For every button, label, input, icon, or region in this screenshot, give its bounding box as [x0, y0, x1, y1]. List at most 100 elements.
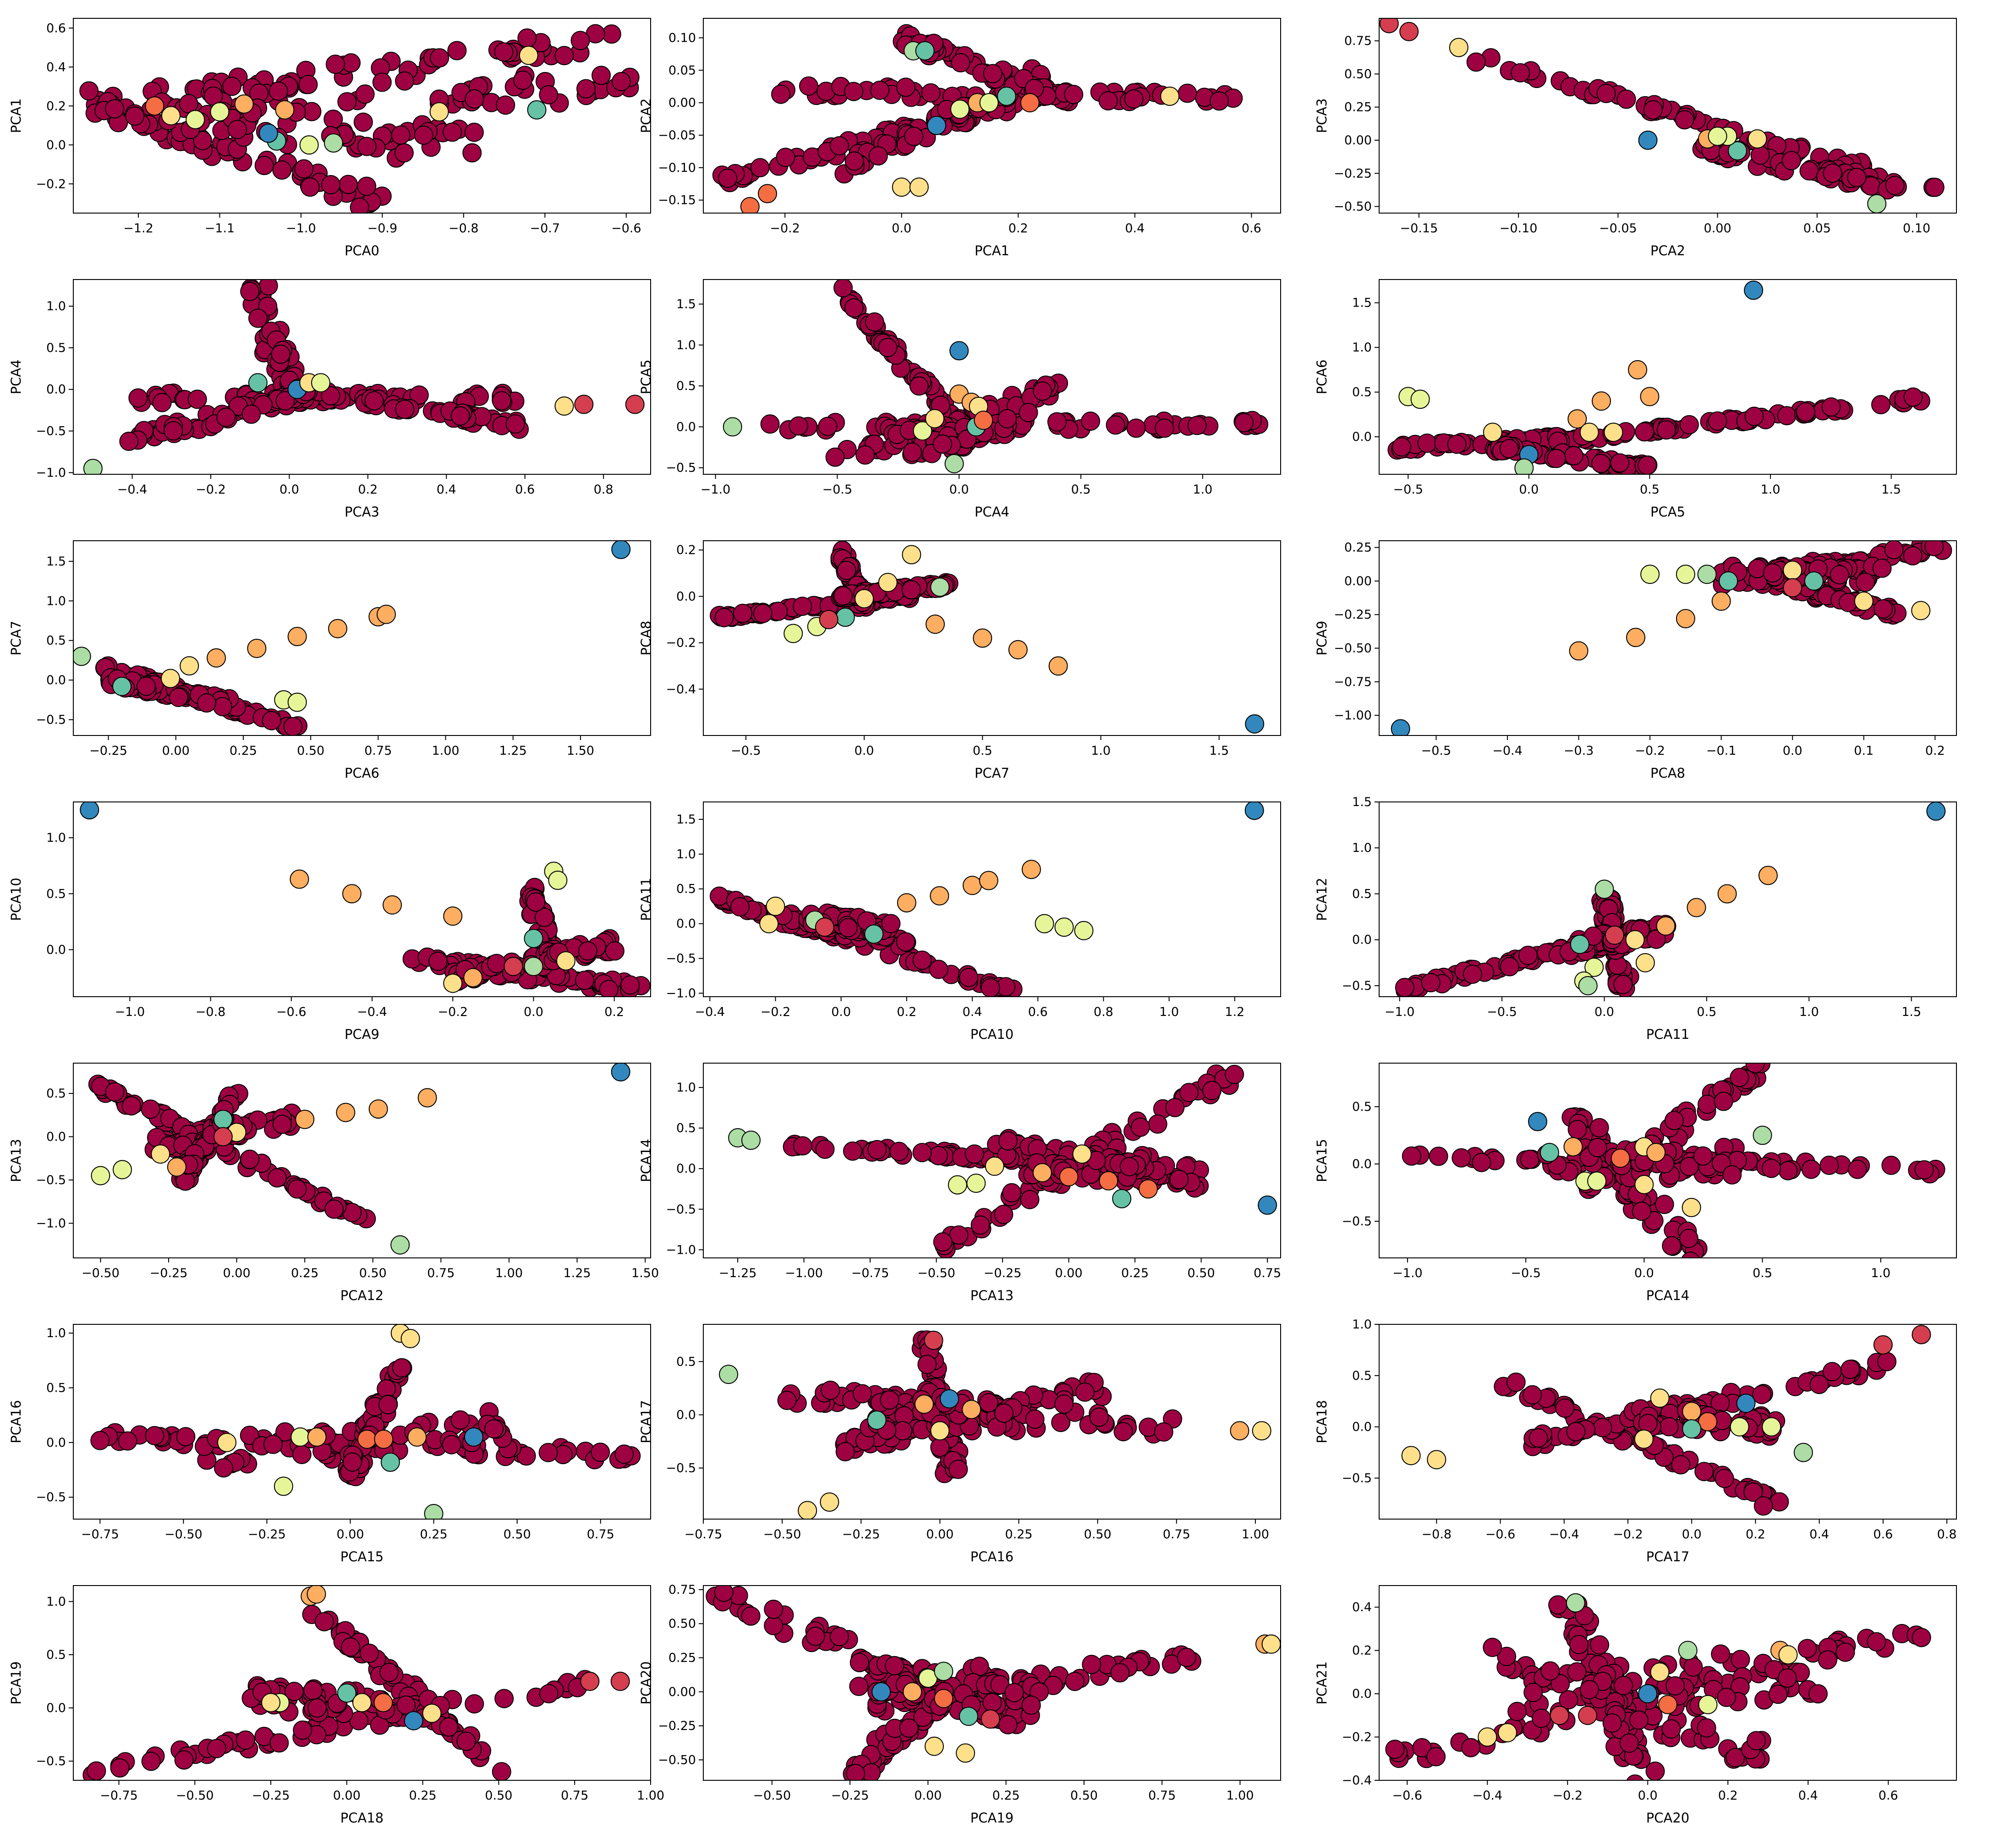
data-point — [169, 687, 188, 707]
data-point — [1589, 1118, 1609, 1137]
data-point — [1065, 1672, 1085, 1691]
data-point — [1020, 1190, 1040, 1209]
y-tick-label: 1.0 — [46, 1595, 66, 1609]
data-point — [793, 1136, 812, 1156]
data-point — [236, 1730, 255, 1750]
y-tick-label: 0.00 — [668, 1685, 696, 1699]
data-point — [152, 393, 172, 412]
data-point — [1569, 641, 1589, 661]
data-point — [262, 711, 281, 730]
data-point — [959, 967, 979, 987]
x-tick-label: −1.0 — [286, 221, 316, 236]
data-point — [1675, 110, 1694, 130]
y-axis-label: PCA6 — [1314, 359, 1330, 394]
data-point — [959, 1707, 978, 1726]
x-tick-label: 0.50 — [485, 1789, 512, 1803]
plot-frame — [73, 18, 651, 214]
data-point — [880, 1390, 899, 1410]
subplot-12: −0.50 −0.25 0.00 0.25 0.50 0.75 1.00 1.25 1.50 −1… — [8, 1063, 659, 1303]
data-point — [929, 960, 948, 979]
data-point — [1638, 1684, 1658, 1704]
data-point — [730, 897, 750, 916]
data-point — [1650, 1662, 1670, 1682]
data-point — [112, 1160, 132, 1180]
data-point — [538, 1443, 558, 1462]
data-point — [1401, 1446, 1421, 1465]
data-point — [1619, 1733, 1639, 1753]
data-point — [524, 957, 543, 977]
x-tick-label: 0.25 — [230, 744, 257, 758]
data-point — [1008, 640, 1028, 659]
data-point — [274, 1476, 293, 1496]
x-tick-label: −0.25 — [842, 1527, 880, 1542]
x-tick-label: 0.75 — [561, 1789, 588, 1803]
data-point — [1804, 571, 1824, 591]
data-point — [391, 125, 411, 145]
x-axis-label: PCA9 — [345, 1026, 379, 1042]
data-point — [924, 1330, 943, 1350]
x-tick-label: −0.4 — [1492, 744, 1523, 758]
data-point — [337, 92, 357, 112]
y-tick-label: −0.4 — [666, 682, 696, 697]
data-point — [1752, 1385, 1772, 1405]
data-point — [272, 160, 292, 180]
data-point — [1081, 412, 1101, 431]
data-point — [1178, 83, 1197, 103]
plot-frame — [73, 1324, 651, 1520]
data-point — [913, 421, 932, 441]
data-point — [1628, 360, 1648, 379]
points-layer — [723, 280, 1269, 473]
x-tick-label: −0.2 — [196, 483, 226, 497]
data-point — [1429, 1147, 1448, 1166]
x-tick-label: −0.4 — [1549, 1527, 1579, 1542]
y-axis-label: PCA8 — [638, 620, 654, 655]
x-tick-label: 0.5 — [1640, 483, 1660, 497]
data-point — [1847, 168, 1867, 187]
data-point — [1579, 1680, 1599, 1700]
y-tick-label: 0.10 — [668, 31, 696, 45]
y-tick-label: 0.5 — [676, 379, 696, 393]
data-point — [83, 459, 103, 474]
data-point — [290, 869, 309, 889]
data-point — [1781, 151, 1801, 170]
data-point — [1546, 449, 1566, 468]
data-point — [1763, 563, 1782, 583]
x-tick-label: 0.0 — [892, 221, 911, 236]
data-point — [994, 1403, 1013, 1423]
plot-frame — [73, 279, 651, 475]
data-point — [1658, 1695, 1677, 1714]
data-point — [1059, 1167, 1079, 1186]
data-point — [871, 1682, 891, 1701]
x-tick-label: −0.50 — [917, 1266, 955, 1280]
data-point — [1570, 934, 1589, 954]
data-point — [1654, 1195, 1674, 1214]
data-point — [829, 136, 849, 156]
data-point — [1634, 1175, 1654, 1194]
y-tick-label: 0.5 — [46, 341, 66, 355]
y-tick-label: 1.0 — [676, 847, 696, 862]
plot-frame — [1379, 18, 1957, 214]
data-point — [818, 417, 838, 436]
y-tick-label: 0.00 — [1344, 574, 1372, 588]
data-point — [248, 308, 268, 328]
data-point — [783, 624, 803, 643]
data-point — [176, 1427, 196, 1447]
data-point — [1821, 397, 1841, 417]
x-tick-label: −0.75 — [81, 1527, 119, 1542]
data-point — [1596, 83, 1616, 103]
data-point — [395, 400, 415, 419]
y-tick-label: −0.25 — [1334, 608, 1372, 622]
data-point — [1797, 1639, 1817, 1658]
x-axis-label: PCA19 — [970, 1810, 1013, 1826]
x-tick-label: 0.00 — [914, 1789, 942, 1803]
data-point — [833, 586, 853, 606]
data-point — [1650, 1388, 1670, 1408]
data-point — [805, 1626, 825, 1646]
y-axis-label: PCA13 — [8, 1139, 24, 1182]
data-point — [1912, 1628, 1931, 1647]
data-point — [430, 48, 449, 68]
data-point — [1447, 434, 1467, 454]
data-point — [1391, 719, 1410, 735]
points-layer — [1395, 802, 1946, 997]
data-point — [321, 175, 340, 195]
